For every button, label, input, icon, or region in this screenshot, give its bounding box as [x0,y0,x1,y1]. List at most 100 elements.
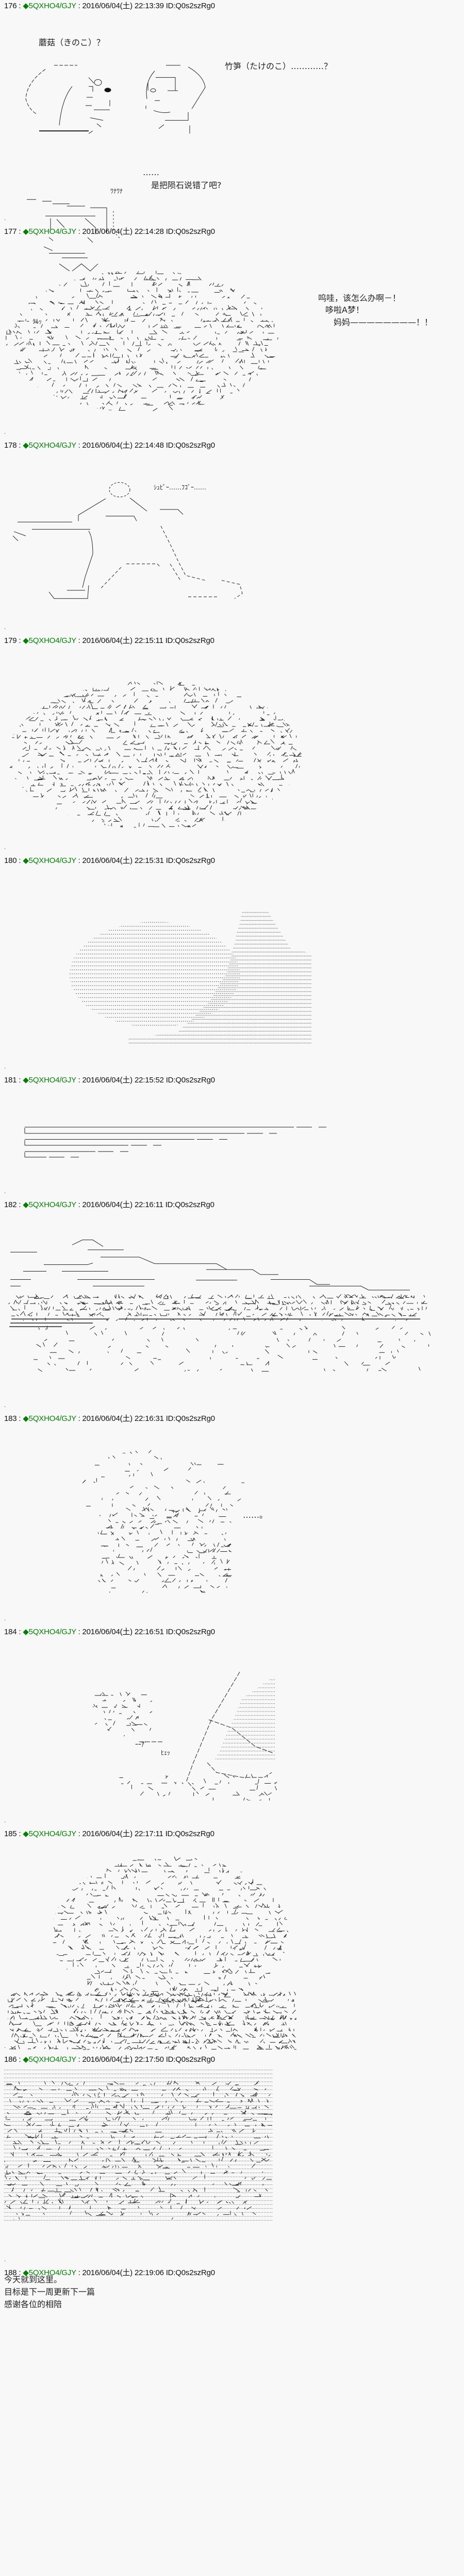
ascii-art-stroke [128,2004,130,2007]
ascii-art-stroke [279,1982,280,1985]
ascii-art-stroke [89,344,92,346]
ascii-art-stroke [288,699,292,703]
ascii-art-stroke [90,1864,91,1867]
ascii-art-stroke [218,1930,221,1931]
ascii-art-stroke [279,1904,280,1907]
ascii-art-stroke [262,1868,266,1871]
ascii-art-stroke [118,384,122,387]
ascii-art-stroke [158,1560,161,1563]
ascii-art-stroke [189,1863,190,1867]
ascii-art-stroke [139,385,141,386]
ascii-art-stroke [181,790,182,792]
ascii-art-stroke [272,371,273,376]
ascii-art-stroke [56,277,57,280]
ascii-art-stroke [108,1881,112,1884]
ascii-art-stroke [16,1315,19,1316]
ascii-art-stroke [14,343,19,346]
ascii-art-stroke [309,1338,310,1342]
ascii-art-stroke [204,1778,206,1783]
ascii-art-stroke [114,325,115,327]
ascii-art-stroke [256,342,257,346]
ascii-art-stroke [254,1899,259,1902]
ascii-art-stroke [147,1899,149,1902]
ascii-art-stroke [228,2016,233,2019]
ascii-art-stroke [50,1356,51,1359]
ascii-art-stroke [135,735,136,738]
ascii-art-stroke [78,784,80,786]
ascii-art-stroke [268,682,270,685]
ascii-art-stroke [38,366,40,369]
ascii-art-stroke [70,277,73,279]
ascii-art-stroke [288,2047,289,2048]
ascii-art-stroke [131,2018,132,2019]
ascii-art-stroke [279,794,283,798]
ascii-art-stroke [245,1929,247,1931]
ascii-art-stroke [208,2000,211,2003]
ascii-art-stroke [127,1693,130,1696]
ascii-art-stroke [82,784,84,786]
ascii-art-stroke [123,390,127,393]
ascii-art-stroke [125,2039,127,2043]
ascii-art-stroke [237,1318,238,1321]
ascii-art-stroke [57,1989,58,1991]
ascii-art-stroke [170,1999,174,2002]
ascii-art-stroke [97,2040,101,2043]
ascii-art-stroke [78,1303,79,1304]
ascii-art-stroke [233,1998,234,2002]
ascii-art-stroke [279,1945,281,1950]
ascii-art-stroke [106,384,109,387]
ascii-art-stroke [98,1580,100,1582]
ascii-art-stroke [117,401,118,404]
ascii-art-stroke [271,1294,273,1298]
ascii-art-stroke [193,1922,194,1925]
ascii-art-stroke [126,1874,128,1878]
ascii-art-stroke [221,681,224,684]
ascii-art-stroke [281,1960,282,1961]
ascii-art-stroke [225,1533,226,1534]
ascii-art-stroke [37,713,39,714]
ascii-art-stroke [193,397,195,399]
ascii-art-stroke [201,731,203,732]
ascii-art-stroke [196,380,197,382]
ascii-art-stroke [5,1319,9,1322]
ascii-art-stroke [247,723,250,726]
ascii-art-stroke [66,1993,70,1995]
ascii-art-stroke [60,687,61,690]
ascii-art-stroke [140,1513,144,1516]
ascii-art-stroke [279,824,281,827]
ascii-art-stroke [279,1318,285,1321]
ascii-art-stroke [230,1984,232,1985]
ascii-art-stroke [293,753,295,755]
ascii-art-stroke [257,818,259,821]
ascii-art-stroke [201,2023,204,2025]
ascii-art-stroke [250,794,251,798]
ascii-art-stroke [73,349,75,351]
ascii-art-stroke [270,755,271,756]
ascii-art-stroke [392,1355,394,1358]
ascii-art-stroke [145,1527,147,1529]
ascii-art-stroke [120,333,122,334]
ascii-art-stroke [238,278,241,280]
ascii-art-stroke [14,825,16,826]
ascii-art-stroke [259,325,264,328]
ascii-art-stroke [338,1294,342,1297]
ascii-art-stroke [11,371,15,374]
ascii-art-stroke [362,1313,364,1315]
ascii-art-stroke [189,782,191,786]
ascii-art-stroke [200,1573,204,1576]
ascii-art-stroke [375,1297,377,1298]
ascii-art-stroke [323,1313,325,1315]
ascii-art-stroke [120,1562,124,1565]
ascii-art-stroke [146,736,148,739]
ascii-art-stroke [337,1339,341,1342]
ascii-art-stroke [289,699,291,702]
ascii-art-stroke [264,2016,268,2019]
ascii-art-stroke [252,736,256,738]
ascii-art-stroke [273,2011,277,2013]
ascii-art-stroke [73,1857,76,1860]
ascii-art-stroke [47,789,52,792]
ascii-art-stroke [54,694,55,696]
ascii-art-stroke [38,1303,39,1304]
ascii-art-stroke [97,699,101,703]
ascii-art-stroke [283,742,284,744]
